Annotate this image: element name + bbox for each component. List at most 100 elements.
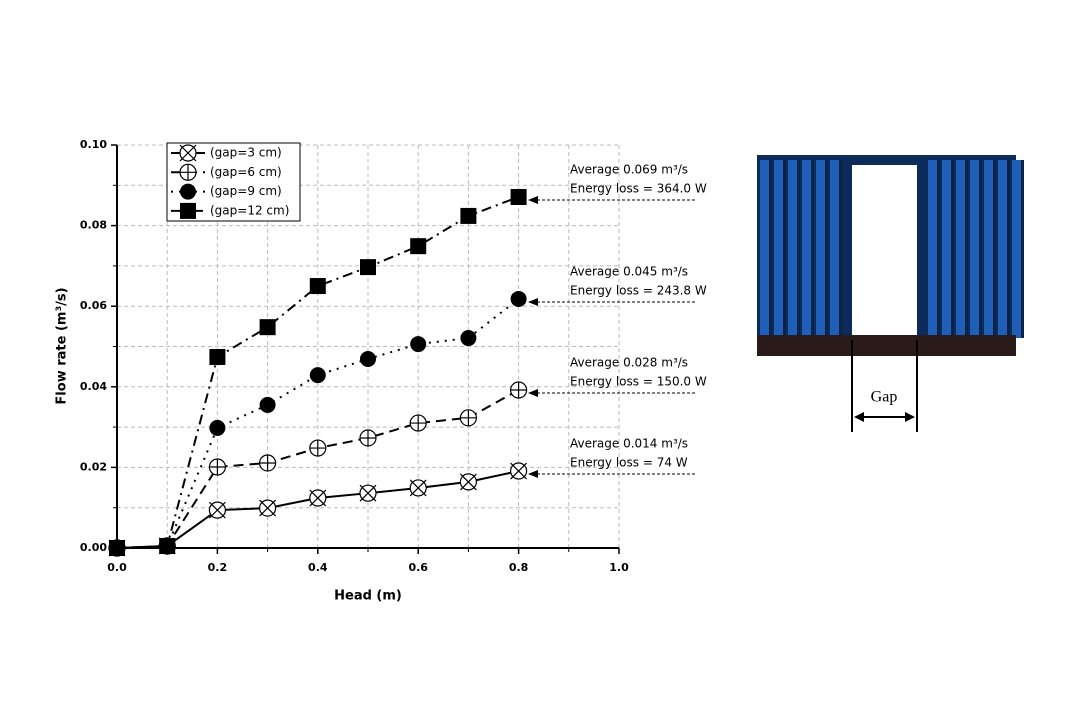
- series-line: [116, 196, 519, 549]
- marker: [410, 336, 427, 353]
- x-tick-label: 1.0: [609, 561, 629, 574]
- legend-label: (gap=3 cm): [210, 146, 282, 160]
- blade-shade: [937, 160, 940, 338]
- marker: [510, 188, 527, 205]
- marker: [410, 238, 427, 255]
- y-axis-label: Flow rate (m³/s): [55, 287, 70, 404]
- blade: [984, 160, 993, 338]
- blade-shade: [825, 160, 828, 338]
- blade-shade: [979, 160, 982, 338]
- y-tick-label: 0.08: [80, 219, 107, 232]
- marker-cross: [209, 458, 226, 475]
- y-tick-label: 0.06: [80, 299, 107, 312]
- blade: [788, 160, 797, 338]
- marker: [360, 259, 376, 276]
- marker: [360, 350, 376, 367]
- legend-label: (gap=12 cm): [210, 203, 289, 217]
- marker: [509, 462, 528, 480]
- blade: [942, 160, 951, 338]
- marker-cross: [410, 415, 427, 432]
- marker: [259, 319, 276, 336]
- annotation-average: Average 0.045 m³/s: [570, 264, 688, 278]
- marker: [460, 207, 477, 224]
- marker: [179, 144, 197, 162]
- marker: [208, 458, 226, 476]
- marker-cross: [359, 484, 377, 502]
- blade: [830, 160, 839, 338]
- marker: [180, 183, 196, 200]
- gap-opening: [852, 165, 917, 335]
- marker: [159, 537, 176, 554]
- marker: [510, 290, 527, 307]
- annotation-arrowhead: [528, 470, 538, 479]
- marker: [209, 348, 226, 365]
- blade-shade: [1007, 160, 1010, 338]
- photo: Gap: [757, 155, 1024, 432]
- blade: [956, 160, 965, 338]
- x-tick-label: 0.8: [509, 561, 529, 574]
- y-tick-label: 0.10: [80, 138, 107, 151]
- legend-label: (gap=9 cm): [210, 184, 282, 198]
- photo-floor: [757, 335, 1016, 356]
- marker: [179, 163, 197, 181]
- marker: [409, 414, 427, 432]
- x-tick-label: 0.6: [408, 561, 428, 574]
- blade: [970, 160, 979, 338]
- marker: [309, 489, 327, 507]
- marker: [259, 499, 277, 517]
- marker: [180, 202, 196, 219]
- annotation-energy: Energy loss = 74 W: [570, 456, 688, 470]
- annotation-average: Average 0.069 m³/s: [570, 162, 688, 176]
- marker: [109, 540, 125, 556]
- blade-shade: [993, 160, 996, 338]
- marker: [309, 439, 327, 457]
- blade-shade: [797, 160, 800, 338]
- marker-cross: [510, 462, 528, 480]
- blade: [1012, 160, 1021, 338]
- marker: [259, 454, 277, 472]
- marker-cross: [180, 164, 196, 181]
- x-tick-label: 0.4: [308, 561, 328, 574]
- annotation-energy: Energy loss = 150.0 W: [570, 375, 707, 389]
- blades: [760, 160, 1024, 338]
- blade-shade: [769, 160, 772, 338]
- marker-cross: [208, 501, 226, 519]
- annotation-average: Average 0.028 m³/s: [570, 356, 688, 370]
- x-tick-label: 0.2: [208, 561, 228, 574]
- blade: [760, 160, 769, 338]
- blade-shade: [1021, 160, 1024, 338]
- legend-label: (gap=6 cm): [210, 165, 282, 179]
- marker: [359, 484, 377, 502]
- annotation-arrowhead: [528, 195, 538, 204]
- marker: [509, 381, 528, 399]
- blade: [998, 160, 1007, 338]
- annotation-energy: Energy loss = 243.8 W: [570, 283, 707, 297]
- marker-cross: [459, 473, 477, 491]
- y-tick-label: 0.00: [80, 541, 107, 554]
- blade-shade: [951, 160, 954, 338]
- marker: [460, 330, 477, 347]
- marker-cross: [309, 440, 326, 457]
- marker-cross: [259, 454, 276, 471]
- marker: [309, 278, 326, 295]
- marker-cross: [309, 489, 327, 507]
- marker-cross: [179, 144, 197, 162]
- marker-cross: [360, 429, 376, 446]
- y-tick-label: 0.02: [80, 460, 107, 473]
- blade: [802, 160, 811, 338]
- marker-cross: [259, 499, 277, 517]
- marker: [209, 419, 226, 436]
- blade-shade: [839, 160, 842, 338]
- annotation-arrowhead: [528, 297, 538, 306]
- marker-cross: [409, 479, 427, 497]
- marker: [259, 396, 276, 413]
- blade-shade: [783, 160, 786, 338]
- marker: [309, 367, 326, 384]
- marker: [459, 409, 477, 427]
- y-tick-label: 0.04: [80, 380, 107, 393]
- blade: [774, 160, 783, 338]
- marker: [359, 429, 377, 447]
- legend: (gap=3 cm) (gap=6 cm) (gap=9 cm) (gap=12 cm…: [166, 142, 301, 222]
- marker: [459, 473, 477, 491]
